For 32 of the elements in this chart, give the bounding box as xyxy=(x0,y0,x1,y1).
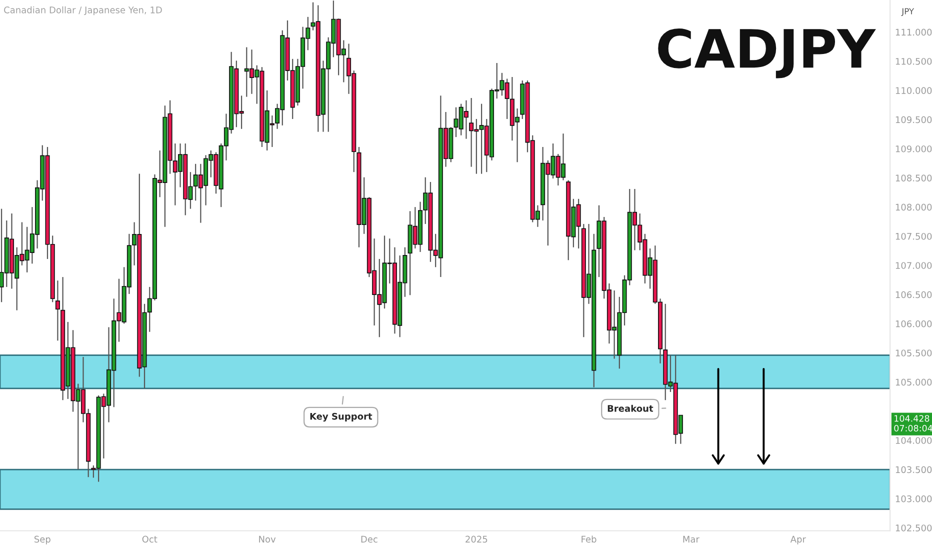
y-tick-label: 106.500 xyxy=(896,291,932,298)
x-tick-label: Apr xyxy=(790,536,806,544)
y-tick-label: 110.000 xyxy=(896,87,932,94)
y-tick-label: 110.500 xyxy=(896,58,932,65)
text: Canadian Dollar / Japanese Yen, 1D xyxy=(4,6,162,16)
text: CADJPY xyxy=(658,28,876,78)
y-tick-label: 105.500 xyxy=(896,350,932,356)
x-tick-label: Mar xyxy=(683,536,700,543)
y-tick-label: 103.500 xyxy=(896,466,932,474)
y-tick-label: 104.000 xyxy=(896,437,932,444)
y-tick-label: 108.000 xyxy=(896,204,932,211)
y-tick-label: 103.000 xyxy=(896,495,932,502)
annotation: Key Support xyxy=(310,412,372,422)
y-tick-label: 102.500 xyxy=(896,524,932,532)
annotation: Breakout xyxy=(608,404,654,412)
x-tick-label: Feb xyxy=(582,536,596,543)
x-tick-label: Dec xyxy=(361,536,378,543)
y-tick-label: 108.500 xyxy=(896,174,932,182)
y-tick-label: 106.000 xyxy=(896,320,932,328)
x-tick-label: Sep xyxy=(34,536,50,544)
x-tick-label: 2025 xyxy=(466,536,488,543)
y-tick-label: 107.000 xyxy=(896,262,932,269)
x-tick-label: Nov xyxy=(259,536,276,543)
candlestick xyxy=(55,280,60,342)
text: 104.428 07:08:04 xyxy=(894,415,932,432)
y-tick-label: 111.000 xyxy=(896,28,932,36)
y-axis-title: JPY xyxy=(901,8,914,16)
y-tick-label: 109.500 xyxy=(896,116,932,124)
y-tick-label: 107.500 xyxy=(896,232,932,240)
y-tick-label: 109.000 xyxy=(896,145,932,152)
x-tick-label: Oct xyxy=(142,536,158,543)
y-tick-label: 105.000 xyxy=(896,378,932,386)
